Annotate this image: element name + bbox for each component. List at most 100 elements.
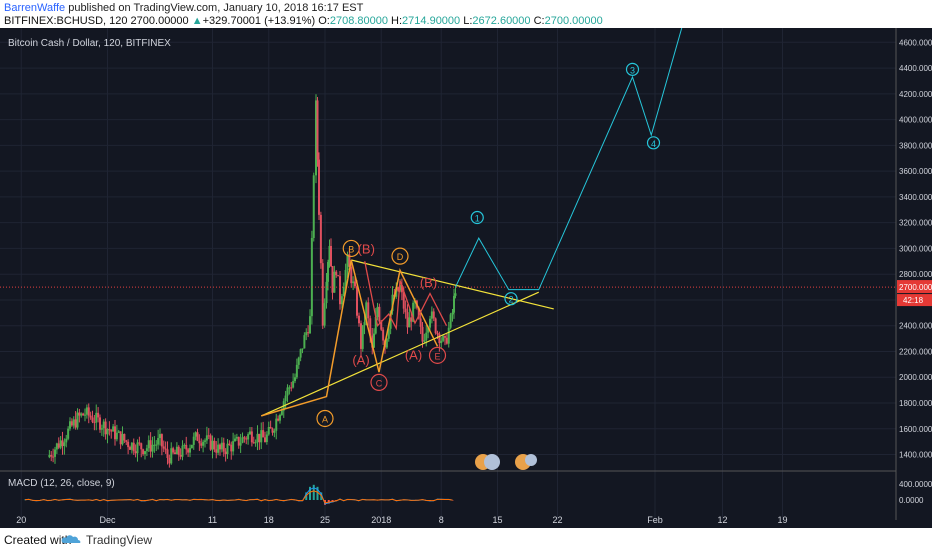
projection-label-1: 1 [475,214,480,224]
candle-body [297,357,300,365]
candle-body [434,318,437,334]
event-flag-icon[interactable] [484,454,500,470]
y-tick-label: 1800.00000 [899,399,932,408]
chart-background [0,28,932,528]
wave-label-e: E [434,351,440,361]
open-label: O: [318,15,330,27]
projection-label-2: 2 [508,295,513,305]
candle-body [374,316,377,334]
candle-body [348,254,351,267]
candle-body [110,430,113,432]
wave-red-line [364,261,448,331]
candle-body [265,434,268,443]
triangle-lower-line [261,291,539,417]
candle-body [59,440,62,448]
candle-body [162,446,165,449]
candle-body [48,455,51,458]
x-tick-label: Dec [99,515,116,525]
candle-body [429,318,431,328]
candle-body [402,292,405,309]
candle-body [74,419,77,428]
candle-body [142,449,145,455]
candle-body [328,246,331,262]
candle-body [367,302,370,319]
last-price: 2700.00000 [130,15,189,27]
wave-label-d: D [397,252,404,262]
candle-body [360,323,362,349]
candle-body [104,421,107,435]
candle-body [78,412,81,416]
candle-body [299,349,302,358]
candle-body [335,271,338,276]
wave-orange-line [261,259,439,417]
low-label: L: [463,15,473,27]
candle-body [102,421,105,429]
x-tick-label: 11 [208,515,217,525]
x-tick-label: 15 [492,515,502,525]
candle-body [172,448,175,453]
candle-body [312,175,315,238]
candle-body [213,440,216,450]
candle-body [175,446,178,455]
candle-body [196,432,199,441]
candle-body [108,429,111,431]
tradingview-brand[interactable]: TradingView [86,533,153,547]
candle-body [271,428,274,433]
candle-body [363,322,366,326]
candle-body [373,333,375,348]
candle-body [192,436,195,445]
candle-body [159,434,161,439]
candle-body [315,100,317,176]
candle-body [132,442,135,452]
publish-info: published on TradingView.com, January 10… [68,2,364,14]
candle-body [207,435,210,437]
candle-body [138,442,141,444]
candle-body [112,426,115,432]
candle-body [346,254,349,270]
candle-body [170,448,173,464]
price-axis[interactable] [896,28,932,528]
candle-body [397,287,400,291]
candle-body [215,449,218,453]
event-flag-icon[interactable] [525,454,537,466]
macd-pane: MACD (12, 26, close, 9) [8,478,454,505]
author-link[interactable]: BarrenWaffe [4,2,66,14]
candle-body [130,442,133,450]
candle-body [134,451,137,454]
candle-body [237,436,240,446]
wave-label-c: C [376,378,383,388]
candle-body [82,413,85,416]
candle-body [358,315,360,324]
projection-label-3: 3 [630,65,635,75]
candle-body [301,348,304,350]
candle-body [54,449,56,457]
candle-body [453,295,455,313]
price-change: +329.70001 (+13.91%) [202,15,316,27]
x-tick-label: 20 [16,515,26,525]
candle-body [228,443,231,445]
y-tick-label: 3200.00000 [899,219,932,228]
wave-label-d-ring [391,247,409,265]
projection-label-3-ring [625,62,640,76]
candle-body [198,440,201,444]
x-tick-label: 19 [777,515,787,525]
candle-body [419,318,422,327]
candle-body [250,431,253,443]
candle-body [205,435,208,441]
candle-body [310,237,313,317]
candle-body [234,438,236,442]
candle-body [258,433,261,443]
candle-body [365,302,368,323]
macd-label: MACD (12, 26, close, 9) [8,478,115,489]
candle-body [279,414,281,421]
wave-label-sub-b: (B) [358,242,375,257]
candle-body [305,332,308,336]
macd-histogram-bar [309,486,311,500]
publish-line: BarrenWaffe published on TradingView.com… [4,2,363,15]
candle-body [344,269,347,287]
candle-body [153,444,156,446]
candle-body [57,443,60,448]
candle-body [87,407,90,416]
candle-body [239,442,242,446]
